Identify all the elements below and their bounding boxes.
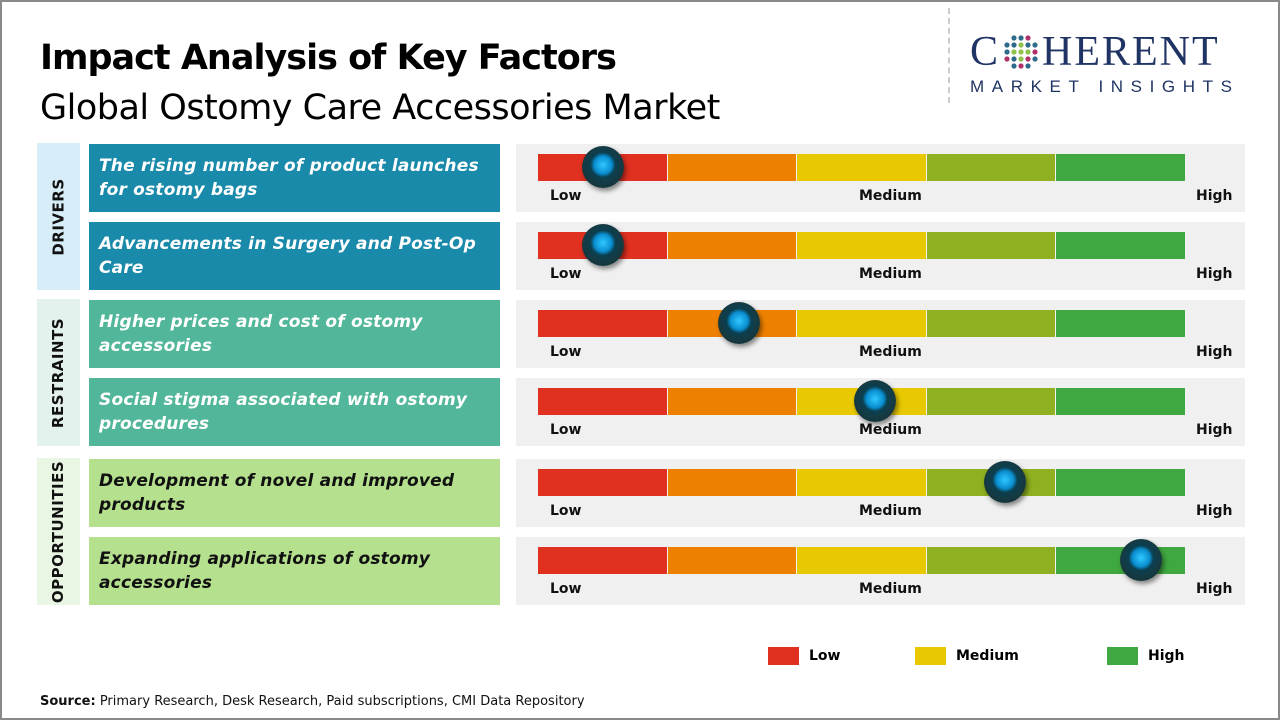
- source-text: Primary Research, Desk Research, Paid su…: [95, 694, 585, 709]
- legend-low: Low: [768, 647, 840, 665]
- divider: [948, 8, 950, 103]
- impact-scale: Low Medium High: [516, 144, 1245, 212]
- scale-label-low: Low: [550, 344, 582, 360]
- logo-letter: C: [970, 29, 1001, 75]
- page-subtitle: Global Ostomy Care Accessories Market: [40, 88, 720, 128]
- source-label: Source:: [40, 694, 96, 709]
- scale-segment: [797, 310, 926, 337]
- impact-scale: Low Medium High: [516, 459, 1245, 527]
- scale-label-low: Low: [550, 503, 582, 519]
- scale-segment: [797, 154, 926, 181]
- legend-swatch: [915, 647, 946, 665]
- impact-scale: Low Medium High: [516, 537, 1245, 605]
- scale-label-medium: Medium: [859, 503, 922, 519]
- logo-text: HERENT: [1042, 29, 1220, 75]
- scale-label-high: High: [1196, 422, 1233, 438]
- impact-knob: [581, 224, 624, 266]
- legend-swatch: [768, 647, 799, 665]
- impact-knob: [717, 302, 760, 344]
- scale-segment: [538, 547, 667, 574]
- source-note: Source: Primary Research, Desk Research,…: [40, 694, 585, 709]
- scale-label-high: High: [1196, 581, 1233, 597]
- scale-segment: [667, 388, 797, 415]
- scale-segment: [1056, 310, 1185, 337]
- scale-label-medium: Medium: [859, 422, 922, 438]
- category-opportunities: OPPORTUNITIES: [37, 458, 80, 605]
- scale-segment: [926, 154, 1056, 181]
- scale-segment: [1056, 469, 1185, 496]
- factor-label: Social stigma associated with ostomy pro…: [89, 378, 500, 446]
- impact-scale: Low Medium High: [516, 378, 1245, 446]
- scale-segment: [667, 232, 797, 259]
- scale-segment: [538, 388, 667, 415]
- category-label: RESTRAINTS: [49, 317, 68, 428]
- legend-medium: Medium: [915, 647, 1019, 665]
- scale-segment: [926, 232, 1056, 259]
- scale-segment: [667, 154, 797, 181]
- legend-label: Medium: [956, 648, 1019, 664]
- scale-segment: [538, 469, 667, 496]
- category-label: OPPORTUNITIES: [49, 460, 68, 603]
- impact-knob: [853, 380, 896, 422]
- scale-segment: [1056, 388, 1185, 415]
- scale-segment: [667, 547, 797, 574]
- scale-label-medium: Medium: [859, 581, 922, 597]
- scale-segment: [797, 469, 926, 496]
- scale-label-high: High: [1196, 188, 1233, 204]
- scale-segment: [667, 469, 797, 496]
- legend-label: Low: [809, 648, 841, 664]
- scale-segment: [926, 547, 1056, 574]
- impact-knob: [983, 461, 1026, 503]
- legend-label: High: [1148, 648, 1185, 664]
- factor-label: Development of novel and improved produc…: [89, 459, 500, 527]
- legend-high: High: [1107, 647, 1185, 665]
- logo: C HERENT MARKET INSIGHTS: [970, 30, 1260, 97]
- factor-label: Expanding applications of ostomy accesso…: [89, 537, 500, 605]
- scale-segment: [1056, 232, 1185, 259]
- factor-label: Higher prices and cost of ostomy accesso…: [89, 300, 500, 368]
- logo-tagline: MARKET INSIGHTS: [970, 77, 1240, 96]
- scale-label-low: Low: [550, 581, 582, 597]
- scale-label-low: Low: [550, 266, 582, 282]
- scale-label-medium: Medium: [859, 266, 922, 282]
- category-restraints: RESTRAINTS: [37, 299, 80, 446]
- scale-segment: [797, 232, 926, 259]
- scale-label-low: Low: [550, 188, 582, 204]
- category-drivers: DRIVERS: [37, 143, 80, 290]
- impact-scale: Low Medium High: [516, 300, 1245, 368]
- scale-segment: [797, 547, 926, 574]
- impact-knob: [581, 146, 624, 188]
- scale-segment: [926, 310, 1056, 337]
- impact-scale: Low Medium High: [516, 222, 1245, 290]
- page-title: Impact Analysis of Key Factors: [40, 38, 617, 78]
- factor-label: The rising number of product launches fo…: [89, 144, 500, 212]
- scale-segment: [1056, 154, 1185, 181]
- impact-knob: [1119, 539, 1162, 581]
- legend-swatch: [1107, 647, 1138, 665]
- scale-label-high: High: [1196, 503, 1233, 519]
- scale-label-high: High: [1196, 266, 1233, 282]
- factor-label: Advancements in Surgery and Post-Op Care: [89, 222, 500, 290]
- scale-label-high: High: [1196, 344, 1233, 360]
- scale-segment: [538, 310, 667, 337]
- scale-label-medium: Medium: [859, 188, 922, 204]
- category-label: DRIVERS: [49, 177, 68, 256]
- scale-label-medium: Medium: [859, 344, 922, 360]
- scale-segment: [926, 388, 1056, 415]
- scale-label-low: Low: [550, 422, 582, 438]
- dotted-globe-icon: [1004, 35, 1038, 69]
